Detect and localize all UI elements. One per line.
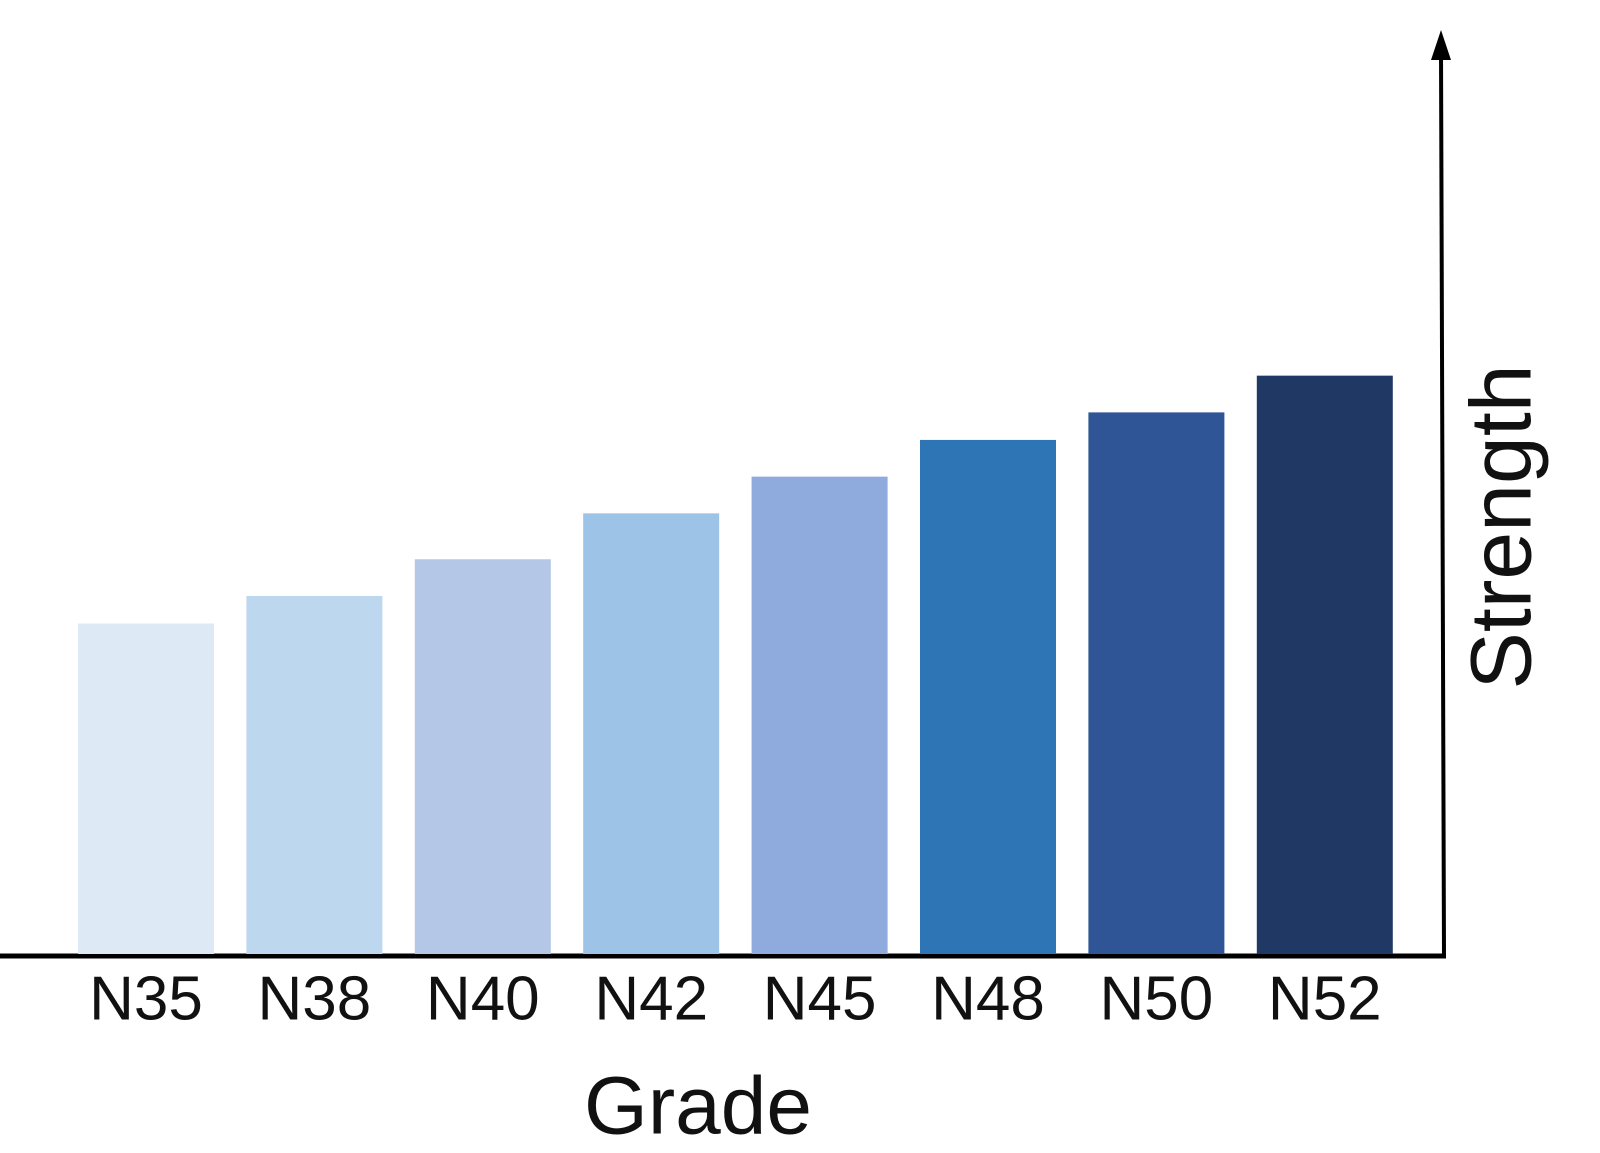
x-tick-label: N52 [1268,964,1382,1033]
bar [1088,412,1225,954]
x-axis-label: Grade [584,1061,812,1152]
bar [1256,375,1393,954]
bar [414,559,551,954]
bar [920,439,1056,954]
bar [246,595,383,954]
x-tick-label: N42 [594,964,708,1033]
y-axis-arrow [1431,30,1451,60]
x-tick-label: N48 [931,964,1045,1033]
y-axis-label: Strength [1454,364,1550,689]
bar [751,476,888,954]
x-tick-label: N35 [89,964,203,1033]
x-tick-label: N50 [1100,964,1214,1033]
bar [583,513,720,954]
bar [78,623,214,954]
x-tick-label: N40 [426,964,540,1033]
x-tick-label: N38 [258,964,372,1033]
y-axis [1439,49,1446,959]
x-tick-label: N45 [763,964,877,1033]
